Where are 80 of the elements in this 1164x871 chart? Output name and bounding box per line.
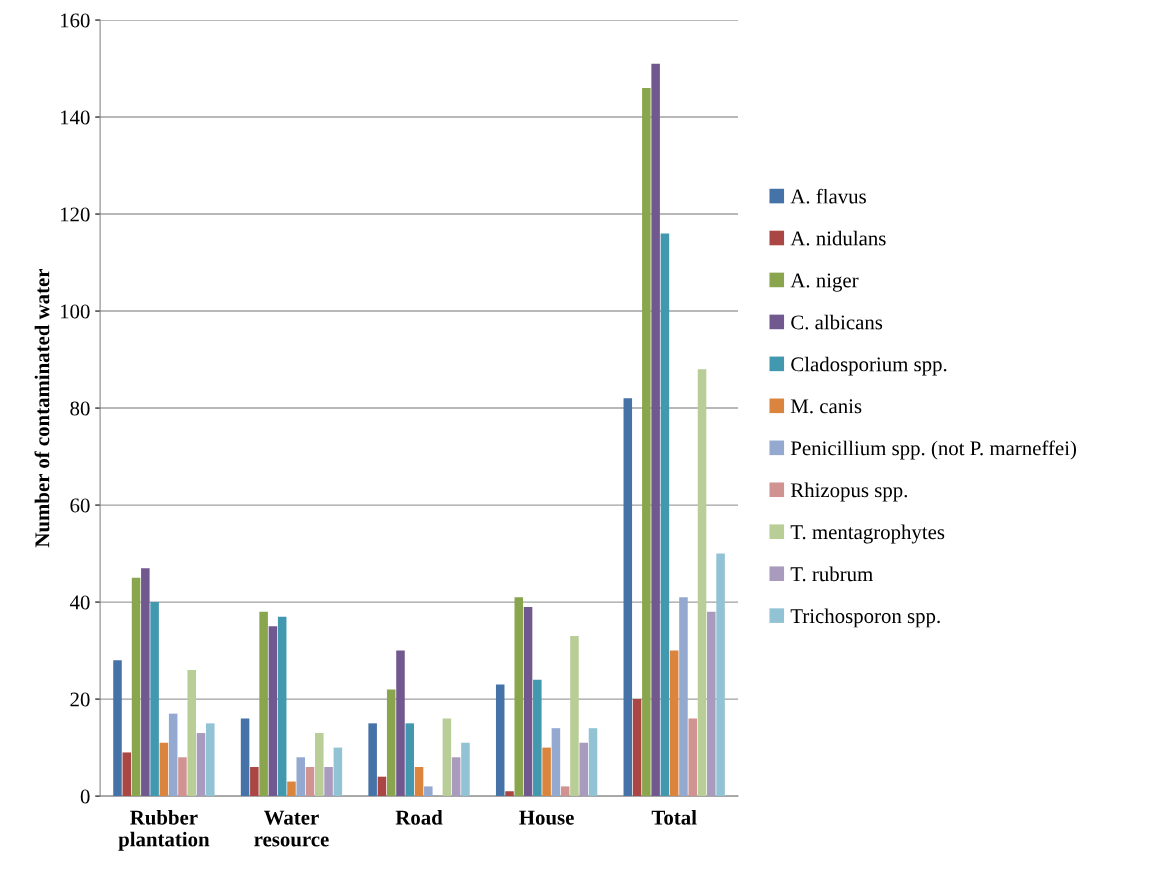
bar [333, 747, 343, 797]
bar [642, 87, 651, 797]
bar [113, 660, 122, 797]
y-tick-label: 160 [60, 13, 90, 28]
bar [315, 733, 324, 797]
bar [542, 747, 551, 797]
y-tick-label: 120 [60, 207, 90, 222]
bar [122, 752, 132, 797]
legend-label: T. rubrum [790, 566, 873, 582]
bar [206, 723, 215, 797]
legend-label: Trichosporon spp. [790, 608, 940, 628]
bar [259, 611, 268, 797]
legend-label: C. albicans [791, 314, 883, 330]
legend-label: A. niger [790, 273, 859, 292]
bar [716, 553, 725, 797]
bar [651, 63, 660, 797]
y-tick-label: 20 [70, 692, 90, 707]
bar [168, 713, 178, 797]
bar [588, 728, 598, 797]
y-axis-title: Number of contaminated water [34, 268, 50, 548]
bar [514, 597, 524, 797]
x-tick-label: Rubber plantation [118, 809, 210, 851]
bar [623, 398, 633, 797]
bar [570, 636, 579, 797]
bar [495, 684, 505, 797]
bar [551, 728, 561, 797]
bar [159, 742, 169, 797]
bar [632, 699, 642, 797]
bar [679, 597, 688, 797]
bar [414, 766, 424, 797]
bar [268, 626, 278, 797]
bar [324, 766, 333, 797]
bar [461, 742, 470, 797]
bar [533, 679, 542, 797]
bar [451, 757, 461, 797]
y-tick-label: 0 [80, 789, 90, 804]
x-tick-label: Total [651, 809, 697, 825]
legend-label: T. mentagrophytes [790, 524, 945, 544]
bar [523, 606, 533, 797]
bar [505, 791, 514, 797]
bar [141, 568, 150, 797]
bar [178, 757, 187, 797]
bar [240, 718, 250, 797]
bar [150, 602, 159, 797]
bar [660, 233, 670, 797]
y-tick-label: 140 [60, 110, 90, 125]
y-tick-label: 40 [69, 595, 90, 610]
bar [277, 616, 287, 797]
legend-label: A. nidulans [790, 230, 886, 246]
bar [377, 776, 387, 797]
bar [396, 650, 405, 797]
y-tick-label: 100 [60, 304, 90, 319]
x-tick-label: Water resource [254, 810, 329, 847]
bar [707, 611, 716, 797]
bar [196, 733, 206, 797]
bar [296, 757, 306, 797]
legend-label: Rhizopus spp. [790, 482, 908, 502]
bar [560, 786, 570, 797]
bar [669, 650, 679, 797]
bar [688, 718, 698, 797]
bar [442, 718, 452, 797]
bar [579, 742, 588, 797]
bar [424, 786, 433, 797]
legend-label: Cladosporium spp. [791, 356, 947, 376]
bar [368, 723, 377, 797]
legend-label: A. flavus [790, 188, 866, 204]
bar [250, 766, 259, 797]
bar [405, 723, 415, 797]
legend-label: M. canis [790, 399, 862, 414]
bar [305, 766, 315, 797]
y-tick-label: 80 [70, 401, 90, 416]
bar [287, 781, 296, 797]
bar [131, 577, 141, 797]
bar [697, 369, 707, 797]
bar [386, 689, 396, 797]
y-tick-label: 60 [70, 498, 90, 513]
x-tick-label: House [519, 810, 574, 825]
x-tick-label: Road [395, 809, 443, 825]
legend-label: Penicillium spp. (not P. marneffei) [790, 440, 1077, 460]
bar [187, 669, 196, 797]
